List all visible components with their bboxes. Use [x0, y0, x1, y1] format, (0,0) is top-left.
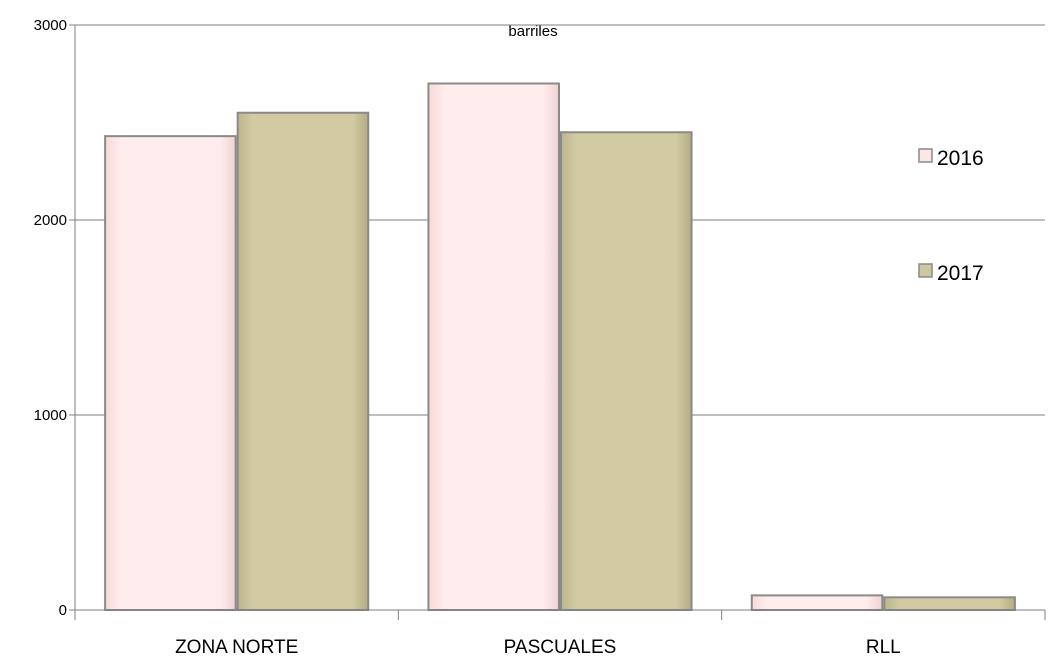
bar-2017-zona-norte: [236, 111, 370, 611]
y-tick-label: 1000: [34, 407, 67, 424]
legend-swatch-2016: [918, 148, 933, 163]
x-tick-label: RLL: [866, 637, 901, 657]
bar-2016-zona-norte: [104, 135, 237, 611]
legend-label-2017: 2017: [937, 262, 984, 285]
y-tick-label: 0: [59, 602, 67, 619]
bars: [104, 82, 1016, 612]
bar-2017-rll: [883, 596, 1016, 612]
legend: 2016 2017: [918, 147, 984, 285]
y-tick-labels: 0 1000 2000 3000: [34, 17, 67, 619]
y-tick-label: 3000: [34, 17, 67, 34]
y-tick-label: 2000: [34, 212, 67, 229]
legend-label-2016: 2016: [937, 147, 984, 170]
bar-2017-pascuales: [560, 131, 693, 611]
x-tick-label: ZONA NORTE: [175, 637, 298, 657]
x-tick-label: PASCUALES: [504, 637, 617, 657]
bar-2016-pascuales: [427, 82, 560, 611]
bar-2016-rll: [750, 594, 884, 611]
y-axis-title: barriles: [508, 23, 557, 40]
axes: [69, 24, 1046, 620]
legend-swatch-2017: [918, 263, 933, 278]
x-tick-labels: ZONA NORTE PASCUALES RLL: [175, 637, 901, 657]
